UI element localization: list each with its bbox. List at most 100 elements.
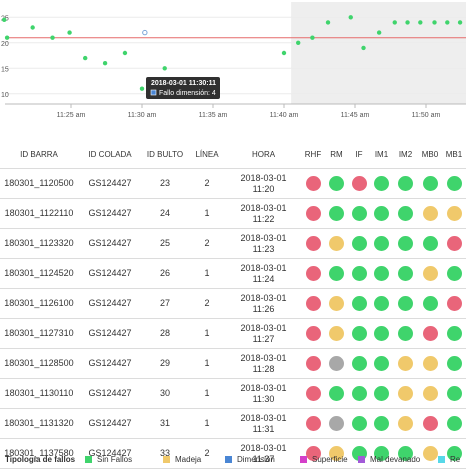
data-point[interactable] <box>2 17 7 23</box>
data-point-hovered[interactable] <box>142 29 148 36</box>
status-dot-green[interactable] <box>446 266 462 281</box>
status-dot-yellow[interactable] <box>398 416 413 431</box>
status-dot-yellow[interactable] <box>422 266 438 281</box>
data-point[interactable] <box>432 20 437 25</box>
status-dot-yellow[interactable] <box>329 326 344 341</box>
status-dot-green[interactable] <box>351 326 367 341</box>
header-id-colada[interactable]: ID COLADA <box>88 149 132 159</box>
status-dot-green[interactable] <box>374 356 389 371</box>
status-dot-yellow[interactable] <box>422 356 438 371</box>
status-dot-yellow[interactable] <box>422 386 438 401</box>
status-dot-gray[interactable] <box>329 356 344 371</box>
status-dot-green[interactable] <box>398 206 413 221</box>
status-dot-green[interactable] <box>398 296 413 311</box>
legend-item[interactable]: Sin Fallos <box>85 455 132 464</box>
status-dot-green[interactable] <box>446 386 462 401</box>
table-row[interactable]: 180301_1124520 GS124427 26 1 2018-03-01 11:24 <box>0 258 466 289</box>
table-row[interactable]: 180301_1123320 GS124427 25 2 2018-03-01 11:23 <box>0 228 466 259</box>
status-dot-green[interactable] <box>329 206 344 221</box>
table-row[interactable]: 180301_1127310 GS124427 28 1 2018-03-01 11:27 <box>0 318 466 349</box>
table-row[interactable]: 180301_1128500 GS124427 29 1 2018-03-01 11:28 <box>0 348 466 379</box>
header-id-bulto[interactable]: ID BULTO <box>146 149 184 159</box>
table-row[interactable]: 180301_1126100 GS124427 27 2 2018-03-01 11:26 <box>0 288 466 319</box>
status-dot-green[interactable] <box>374 386 389 401</box>
status-dot-red[interactable] <box>305 296 321 311</box>
status-dot-red[interactable] <box>422 326 438 341</box>
data-point[interactable] <box>122 50 128 56</box>
status-dot-red[interactable] <box>305 236 321 251</box>
status-dot-gray[interactable] <box>329 416 344 431</box>
data-point[interactable] <box>102 61 108 66</box>
status-dot-green[interactable] <box>374 236 389 251</box>
data-point[interactable] <box>83 55 88 61</box>
data-point[interactable] <box>50 35 55 40</box>
status-dot-red[interactable] <box>305 356 321 371</box>
status-dot-green[interactable] <box>351 356 367 371</box>
status-dot-green[interactable] <box>351 266 367 281</box>
data-point[interactable] <box>296 40 301 45</box>
data-point[interactable] <box>310 35 315 40</box>
data-point[interactable] <box>405 20 410 25</box>
status-dot-yellow[interactable] <box>329 236 344 251</box>
status-dot-green[interactable] <box>351 236 367 251</box>
status-dot-yellow[interactable] <box>398 356 413 371</box>
data-point[interactable] <box>325 20 331 25</box>
status-dot-red[interactable] <box>305 206 321 221</box>
legend-item[interactable]: Madeja <box>163 455 201 464</box>
status-dot-green[interactable] <box>374 296 389 311</box>
data-point[interactable] <box>162 66 167 71</box>
status-dot-red[interactable] <box>446 296 462 311</box>
status-dot-green[interactable] <box>374 416 389 431</box>
legend-item[interactable]: Superficie <box>300 455 348 464</box>
status-dot-red[interactable] <box>305 266 321 281</box>
header-if[interactable]: IF <box>355 149 363 159</box>
data-point[interactable] <box>281 50 287 56</box>
status-dot-yellow[interactable] <box>329 446 344 461</box>
status-dot-green[interactable] <box>398 266 413 281</box>
status-dot-green[interactable] <box>351 416 367 431</box>
status-dot-yellow[interactable] <box>422 446 438 461</box>
status-dot-green[interactable] <box>446 356 462 371</box>
status-dot-green[interactable] <box>422 296 438 311</box>
legend-item[interactable]: Re <box>438 455 460 464</box>
status-dot-green[interactable] <box>422 176 438 191</box>
status-dot-green[interactable] <box>329 176 344 191</box>
header-rhf[interactable]: RHF <box>304 149 322 159</box>
legend-item[interactable]: Mal devanado <box>358 455 420 464</box>
header-hora[interactable]: HORA <box>251 149 276 159</box>
status-dot-green[interactable] <box>398 236 413 251</box>
data-point[interactable] <box>376 30 382 35</box>
status-dot-green[interactable] <box>351 206 367 221</box>
status-dot-red[interactable] <box>305 326 321 341</box>
table-row[interactable]: 180301_1131320 GS124427 31 1 2018-03-01 11:31 <box>0 408 466 439</box>
status-dot-green[interactable] <box>374 176 389 191</box>
header-im1[interactable]: IM1 <box>374 149 389 159</box>
data-point[interactable] <box>348 15 353 20</box>
status-dot-green[interactable] <box>351 296 367 311</box>
header-mb0[interactable]: MB0 <box>421 149 439 159</box>
data-point[interactable] <box>30 25 35 30</box>
data-point[interactable] <box>67 30 72 35</box>
table-row[interactable]: 180301_1120500 GS124427 23 2 2018-03-01 11:20 <box>0 168 466 199</box>
status-dot-green[interactable] <box>374 266 389 281</box>
status-dot-yellow[interactable] <box>446 206 462 221</box>
header-rm[interactable]: RM <box>330 149 343 159</box>
data-point[interactable] <box>392 20 397 25</box>
status-dot-yellow[interactable] <box>329 296 344 311</box>
status-dot-red[interactable] <box>422 416 438 431</box>
status-dot-green[interactable] <box>398 446 413 461</box>
legend-item[interactable]: Dimensión <box>225 455 275 464</box>
status-dot-red[interactable] <box>305 386 321 401</box>
table-row[interactable]: 180301_1122110 GS124427 24 1 2018-03-01 11:22 <box>0 198 466 229</box>
status-dot-green[interactable] <box>374 206 389 221</box>
status-dot-green[interactable] <box>329 266 344 281</box>
status-dot-red[interactable] <box>305 176 321 191</box>
status-dot-yellow[interactable] <box>398 386 413 401</box>
data-point[interactable] <box>418 20 423 25</box>
status-dot-green[interactable] <box>422 236 438 251</box>
status-dot-green[interactable] <box>351 386 367 401</box>
data-point[interactable] <box>361 45 366 51</box>
header-mb1[interactable]: MB1 <box>445 149 463 159</box>
status-dot-yellow[interactable] <box>422 206 438 221</box>
status-dot-green[interactable] <box>446 326 462 341</box>
